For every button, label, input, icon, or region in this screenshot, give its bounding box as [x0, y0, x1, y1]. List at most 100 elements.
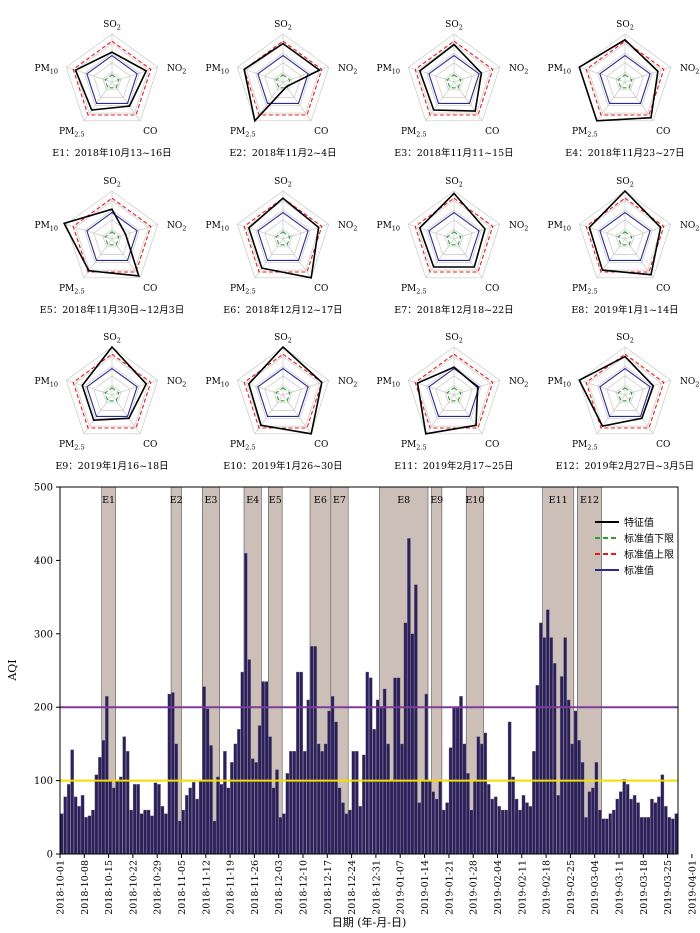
- aqi-bar: [556, 795, 560, 855]
- radar-axis-label: SO2: [274, 177, 292, 189]
- aqi-bar: [191, 781, 196, 855]
- x-tick-label: 2019-02-18: [542, 860, 553, 915]
- aqi-bar: [362, 754, 366, 855]
- radar-axis-label: CO: [485, 284, 499, 294]
- radar-ref-: [428, 211, 480, 261]
- legend-label-2: 标准值下限: [624, 532, 674, 545]
- aqi-bar: [618, 791, 623, 855]
- aqi-bar: [143, 809, 147, 855]
- radar-axis-label: CO: [314, 127, 328, 137]
- radar-panel-5: SO2 NO2 CO PM2.5 PM10 E5：2018年11月30日~12月3日: [35, 177, 187, 316]
- radar-feature-polygon: [578, 355, 655, 428]
- radar-ref-: [414, 353, 494, 429]
- radar-feature-polygon: [81, 345, 148, 422]
- radar-spoke: [111, 379, 158, 396]
- radar-ref-: [428, 367, 480, 417]
- radar-panel-1: SO2 NO2 CO PM2.5 PM10 E1：2018年10月13~16日: [35, 20, 187, 159]
- aqi-bar: [532, 751, 536, 855]
- aqi-bar: [139, 813, 144, 855]
- radar-gridline: [102, 384, 122, 404]
- radar-spoke: [254, 394, 284, 435]
- radar-axis-label: PM2.5: [230, 440, 256, 452]
- radar-axis-label: SO2: [103, 333, 121, 345]
- radar-axis-label: NO2: [167, 64, 186, 76]
- radar-feature-polygon: [588, 189, 662, 276]
- x-tick-label: 2018-11-12: [201, 860, 212, 915]
- aqi-bar: [601, 818, 606, 855]
- radar-spoke: [596, 238, 626, 279]
- radar-gridline: [407, 190, 501, 279]
- aqi-bar: [473, 780, 477, 855]
- aqi-bar: [552, 663, 557, 855]
- aqi-bar: [542, 637, 547, 855]
- radar-spoke: [237, 379, 284, 396]
- radar-ref-: [599, 367, 651, 417]
- y-axis-label: AQI: [6, 659, 19, 681]
- aqi-bar: [216, 776, 220, 855]
- radar-axis-label: SO2: [103, 177, 121, 189]
- x-tick-label: 2019-04-01: [687, 860, 698, 915]
- aqi-bar: [612, 809, 616, 855]
- radar-gridline: [84, 209, 140, 263]
- aqi-bar: [309, 646, 314, 855]
- aqi-bar: [282, 813, 286, 855]
- radar-axis-label: NO2: [167, 377, 186, 389]
- x-tick-label: 2019-03-18: [639, 860, 650, 915]
- radar-gridline: [444, 384, 464, 404]
- plot-frame: [59, 486, 679, 855]
- aqi-bar: [285, 773, 290, 855]
- aqi-bar: [483, 732, 488, 855]
- aqi-bar: [198, 780, 203, 855]
- radar-gridline: [75, 43, 149, 114]
- radar-ref-: [257, 54, 309, 104]
- radar-axis-label: PM2.5: [230, 127, 256, 139]
- aqi-bar: [223, 751, 227, 855]
- radar-gridline: [615, 384, 635, 404]
- radar-spoke: [408, 66, 455, 83]
- radar-ref-: [428, 54, 480, 104]
- radar-axis-label: NO2: [509, 64, 528, 76]
- aqi-bar: [639, 817, 644, 855]
- radar-axis-label: SO2: [103, 20, 121, 32]
- radar-caption: E7：2018年12月18~22日: [394, 304, 513, 316]
- aqi-bar: [240, 671, 245, 855]
- radar-panel-7: SO2 NO2 CO PM2.5 PM10 E7：2018年12月18~22日: [377, 177, 529, 316]
- aqi-bar: [643, 817, 647, 855]
- aqi-bar: [112, 787, 116, 855]
- radar-gridline: [407, 33, 501, 122]
- aqi-bar: [466, 773, 470, 855]
- aqi-bar: [417, 802, 422, 855]
- aqi-bar: [306, 699, 311, 855]
- radar-ref-: [72, 353, 152, 429]
- aqi-bar: [615, 798, 620, 855]
- aqi-bar: [268, 736, 272, 855]
- radar-ref-: [104, 231, 120, 246]
- aqi-bar: [487, 784, 491, 855]
- radar-axis-label: SO2: [616, 20, 634, 32]
- y-tick-label: 200: [34, 703, 53, 714]
- episode-label-e2: E2: [170, 495, 183, 506]
- radar-axis-label: CO: [314, 284, 328, 294]
- radar-gridline: [264, 219, 302, 255]
- radar-gridline: [93, 219, 131, 255]
- episode-label-e6: E6: [314, 495, 327, 506]
- aqi-bar: [365, 671, 370, 855]
- radar-axis-label: PM10: [548, 221, 572, 233]
- aqi-bar: [657, 796, 661, 855]
- radar-gridline: [255, 52, 311, 106]
- aqi-bar: [549, 637, 554, 855]
- radar-axis-label: SO2: [445, 333, 463, 345]
- radar-axis-label: PM10: [35, 64, 59, 76]
- aqi-bar: [289, 751, 293, 855]
- radar-ref-: [275, 74, 291, 89]
- aqi-bar: [355, 751, 359, 855]
- radar-ref-: [275, 231, 291, 246]
- radar-axis-label: CO: [143, 127, 157, 137]
- radar-spoke: [282, 238, 312, 279]
- aqi-bar: [91, 809, 95, 855]
- episode-label-e11: E11: [549, 495, 568, 506]
- radar-gridline: [273, 228, 293, 248]
- radar-gridline: [597, 209, 653, 263]
- radar-gridline: [93, 62, 131, 98]
